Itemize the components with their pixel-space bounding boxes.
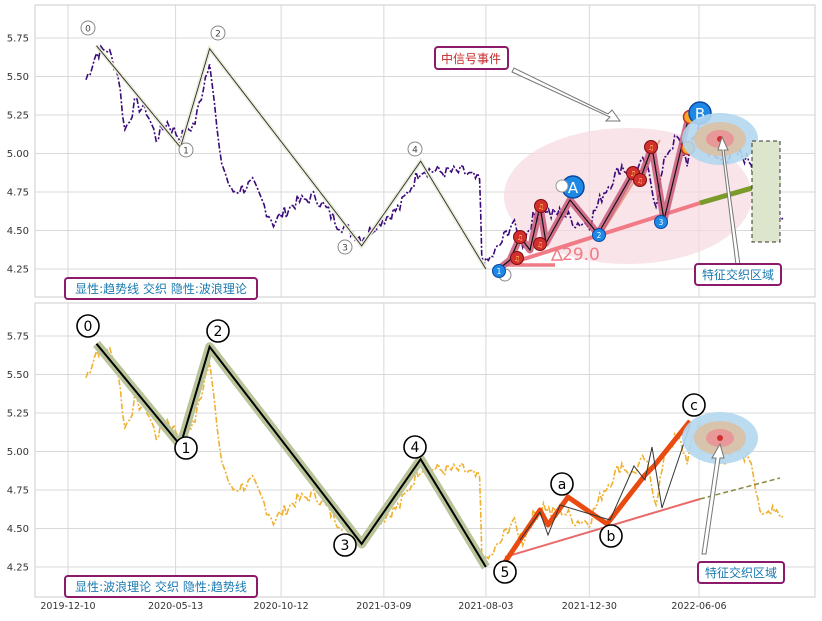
red-marker: [513, 230, 527, 244]
blue-marker: [654, 215, 668, 229]
wave-label-circle: [407, 141, 423, 157]
xtick-label: 2021-08-03: [458, 601, 513, 612]
ytick-label: 5.00: [7, 149, 29, 160]
blue-marker-label: 3: [659, 218, 664, 227]
ytick-label: 5.25: [7, 111, 29, 122]
wave-label: 3: [341, 538, 350, 554]
wave-line: [96, 45, 487, 270]
abc-label: b: [607, 529, 616, 545]
signal-event-label: 中信号事件: [441, 51, 501, 66]
xtick-label: 2020-10-12: [254, 601, 309, 612]
abc-thin-line: [519, 424, 691, 541]
wave-label: 4: [411, 440, 420, 456]
abc-label-circle: [550, 472, 574, 496]
wave-label: 4: [412, 146, 418, 156]
xtick-label: 2021-12-30: [562, 601, 617, 612]
change-triangle-icon: [550, 247, 564, 261]
wave-label-circle: [178, 142, 194, 158]
wave-label-circle: [333, 533, 357, 557]
signal-ellipse: [504, 128, 752, 264]
ytick-label: 5.50: [7, 370, 29, 381]
wave-label-circle: [80, 20, 96, 36]
ytick-label: 5.25: [7, 409, 29, 420]
zone-label: 特征交织区域: [702, 267, 774, 282]
blue-marker: [492, 264, 506, 278]
ytick-label: 4.50: [7, 226, 29, 237]
abc-label-circle: [599, 524, 623, 548]
blue-marker: [592, 228, 606, 242]
red-marker: [534, 199, 548, 213]
red-marker: [633, 173, 647, 187]
ytick-label: 5.75: [7, 332, 29, 343]
red-marker-glyph: ♫: [537, 241, 543, 249]
wave-label: 2: [214, 324, 223, 340]
wave-label-circle: [210, 25, 226, 41]
wave-B-label: B: [695, 105, 705, 123]
ytick-label: 4.75: [7, 486, 29, 497]
zone-arrow: [717, 135, 741, 266]
wave-label: 5: [501, 565, 510, 581]
zone-label-box: [694, 263, 782, 286]
signal-arrow: [511, 67, 621, 122]
ytick-label: 5.00: [7, 447, 29, 458]
wave-label: 1: [183, 147, 189, 157]
red-marker: [533, 237, 547, 251]
ytick-label: 4.75: [7, 188, 29, 199]
abc-line: [502, 419, 692, 564]
wave-label: 3: [342, 244, 348, 254]
red-marker-glyph: ♫: [517, 234, 523, 242]
red-marker-glyph: ♫: [630, 170, 636, 178]
zone-ring-center: [717, 435, 723, 441]
zone-label: 特征交织区域: [705, 565, 777, 580]
wave-label-circle: [206, 319, 230, 343]
red-marker-glyph: ♫: [637, 177, 643, 185]
panel-label-box: [64, 277, 258, 300]
wave-label-circle: [555, 179, 569, 193]
wave-line: [95, 343, 487, 568]
price-line: [85, 342, 784, 564]
wave-label: 2: [215, 30, 221, 40]
blue-marker-label: 2: [597, 231, 602, 240]
wave-label: 0: [84, 319, 93, 335]
zone-rect: [751, 140, 781, 243]
ytick-label: 5.75: [7, 34, 29, 45]
panel-label: 显性:趋势线 交织 隐性:波浪理论: [75, 281, 247, 296]
red-marker-glyph: ♫: [648, 144, 654, 152]
abc-label: a: [558, 477, 567, 493]
wave-label: 1: [182, 441, 191, 457]
zone-arrow: [701, 442, 725, 555]
xtick-label: 2021-03-09: [356, 601, 411, 612]
change-label: 29.0: [562, 245, 600, 265]
panel-label: 显性:波浪理论 交织 隐性:趋势线: [75, 579, 247, 594]
signal-event-box: [434, 46, 509, 70]
wave-label-circle: [174, 436, 198, 460]
red-marker-glyph: ♫: [514, 255, 520, 263]
ytick-label: 4.25: [7, 265, 29, 276]
wave-label-circle: [493, 560, 517, 584]
ytick-label: 5.50: [7, 72, 29, 83]
panel-label-box: [64, 575, 258, 598]
wave-label-circle: [76, 314, 100, 338]
abc-label: c: [690, 398, 698, 414]
red-marker: [644, 140, 658, 154]
blue-marker-label: 1: [497, 267, 502, 276]
wave-label-circle: [337, 239, 353, 255]
red-marker: [510, 251, 524, 265]
xtick-label: 2020-05-13: [148, 601, 203, 612]
wave-label-circle: [403, 435, 427, 459]
xtick-label: 2019-12-10: [40, 601, 95, 612]
xtick-label: 2022-06-06: [671, 601, 726, 612]
zone-label-box: [697, 561, 785, 584]
red-marker-glyph: ♫: [538, 203, 544, 211]
wave-label: 0: [85, 25, 91, 35]
abc-label-circle: [682, 393, 706, 417]
wave-A-label: A: [568, 179, 579, 197]
ytick-label: 4.50: [7, 524, 29, 535]
price-line: [85, 44, 784, 266]
trendline-olive: [699, 477, 781, 500]
ytick-label: 4.25: [7, 563, 29, 574]
